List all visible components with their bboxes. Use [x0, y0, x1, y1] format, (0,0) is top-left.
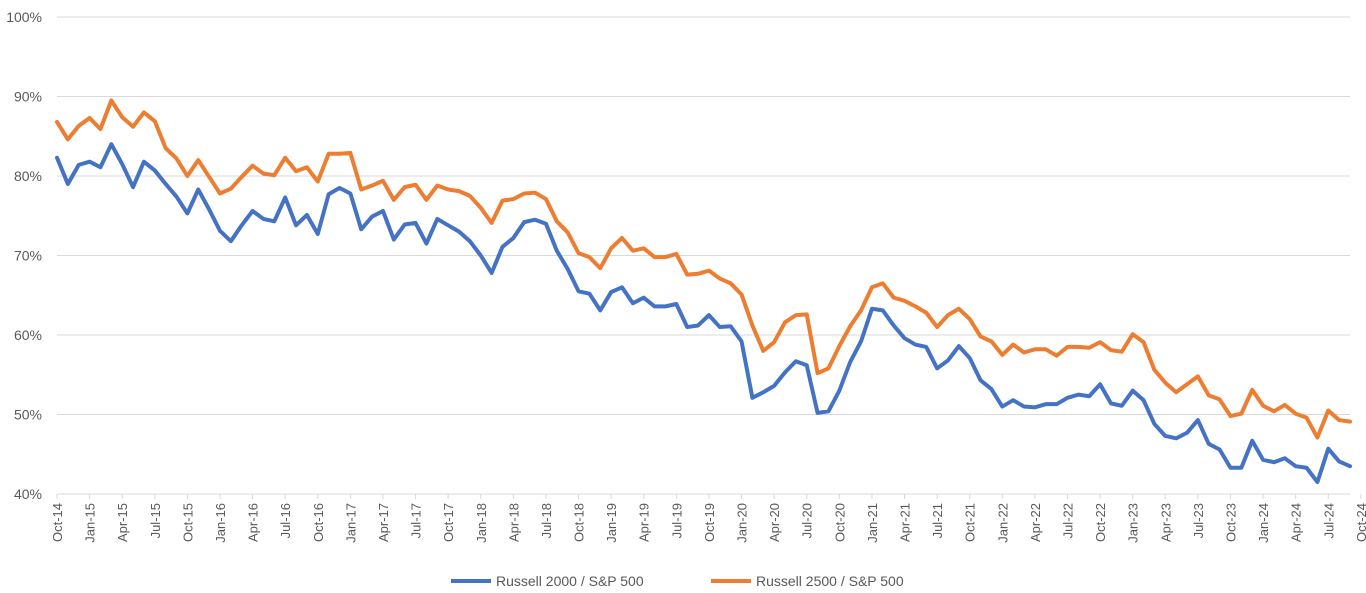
- x-tick-label: Oct-24: [1354, 503, 1366, 542]
- x-tick-label: Jan-19: [604, 503, 619, 543]
- x-tick-label: Apr-20: [767, 503, 782, 542]
- x-tick-label: Jul-24: [1321, 503, 1336, 538]
- x-tick-label: Apr-16: [246, 503, 261, 542]
- x-tick-label: Jul-16: [278, 503, 293, 538]
- series-line-1: [55, 142, 1352, 485]
- x-tick-label: Jul-17: [409, 503, 424, 538]
- y-tick-label: 90%: [14, 89, 42, 105]
- x-tick-label: Jan-22: [995, 503, 1010, 543]
- x-tick-label: Oct-14: [50, 503, 65, 542]
- x-tick-label: Jan-18: [474, 503, 489, 543]
- legend-label-1: Russell 2000 / S&P 500: [496, 573, 644, 589]
- x-tick-label: Apr-23: [1158, 503, 1173, 542]
- x-tick-label: Apr-15: [115, 503, 130, 542]
- x-tick-label: Jan-21: [865, 503, 880, 543]
- axes: 40% 50% 60% 70% 80% 90% 100% Oct-14 Jan-15 Apr-15…: [6, 9, 1366, 543]
- x-tick-label: Oct-23: [1223, 503, 1238, 542]
- x-tick-label: Apr-18: [506, 503, 521, 542]
- x-tick-label: Oct-22: [1093, 503, 1108, 542]
- y-tick-label: 70%: [14, 248, 42, 264]
- x-tick-label: Jan-15: [83, 503, 98, 543]
- x-tick-label: Apr-24: [1289, 503, 1304, 542]
- x-tick-label: Jul-22: [1060, 503, 1075, 538]
- x-tick-label: Oct-16: [311, 503, 326, 542]
- x-tick-label: Apr-22: [1028, 503, 1043, 542]
- x-tick-label: Jul-15: [148, 503, 163, 538]
- x-tick-label: Apr-21: [898, 503, 913, 542]
- x-tick-label: Jan-20: [735, 503, 750, 543]
- series-line-2: [55, 98, 1352, 440]
- x-tick-label: Oct-17: [441, 503, 456, 542]
- x-tick-label: Jul-21: [930, 503, 945, 538]
- x-tick-label: Jul-20: [800, 503, 815, 538]
- x-tick-label: Jan-16: [213, 503, 228, 543]
- x-tick-label: Jan-24: [1256, 503, 1271, 543]
- x-tick-label: Oct-18: [572, 503, 587, 542]
- legend: Russell 2000 / S&P 500 Russell 2500 / S&P…: [451, 573, 904, 589]
- x-tick-label: Oct-15: [180, 503, 195, 542]
- x-tick-label: Oct-19: [702, 503, 717, 542]
- x-tick-label: Apr-19: [637, 503, 652, 542]
- y-tick-label: 40%: [14, 486, 42, 502]
- x-tick-label: Jul-18: [539, 503, 554, 538]
- y-tick-label: 80%: [14, 168, 42, 184]
- x-tick-label: Oct-21: [963, 503, 978, 542]
- x-tick-label: Jul-19: [669, 503, 684, 538]
- series-lines: [55, 98, 1352, 485]
- x-tick-label: Jan-17: [343, 503, 358, 543]
- x-tick-label: Oct-20: [832, 503, 847, 542]
- x-tick-label: Jan-23: [1126, 503, 1141, 543]
- y-tick-label: 60%: [14, 327, 42, 343]
- x-tick-label: Jul-23: [1191, 503, 1206, 538]
- y-tick-label: 50%: [14, 407, 42, 423]
- x-tick-label: Apr-17: [376, 503, 391, 542]
- y-tick-label: 100%: [6, 9, 42, 25]
- legend-label-2: Russell 2500 / S&P 500: [756, 573, 904, 589]
